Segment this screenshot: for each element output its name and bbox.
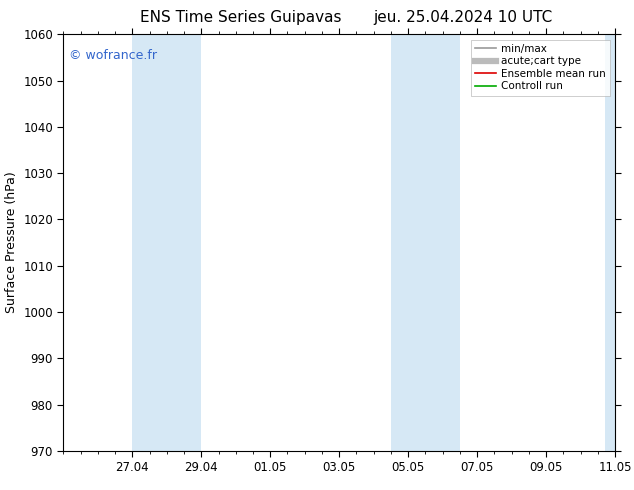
Bar: [605, 34, 615, 451]
Bar: [133, 34, 202, 451]
Text: © wofrance.fr: © wofrance.fr: [69, 49, 157, 62]
Bar: [391, 34, 460, 451]
Y-axis label: Surface Pressure (hPa): Surface Pressure (hPa): [4, 172, 18, 314]
Text: ENS Time Series Guipavas: ENS Time Series Guipavas: [140, 10, 342, 25]
Text: jeu. 25.04.2024 10 UTC: jeu. 25.04.2024 10 UTC: [373, 10, 552, 25]
Legend: min/max, acute;cart type, Ensemble mean run, Controll run: min/max, acute;cart type, Ensemble mean …: [470, 40, 610, 96]
